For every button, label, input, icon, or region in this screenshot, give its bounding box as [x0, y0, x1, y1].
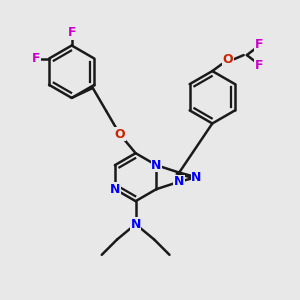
Text: N: N — [191, 171, 202, 184]
Text: F: F — [255, 38, 263, 51]
Text: N: N — [110, 183, 120, 196]
Text: F: F — [255, 59, 263, 72]
Text: F: F — [32, 52, 41, 65]
Text: F: F — [68, 26, 76, 39]
Text: O: O — [114, 128, 125, 140]
Text: N: N — [174, 175, 184, 188]
Text: O: O — [222, 53, 233, 66]
Text: N: N — [130, 218, 141, 231]
Text: N: N — [151, 159, 162, 172]
